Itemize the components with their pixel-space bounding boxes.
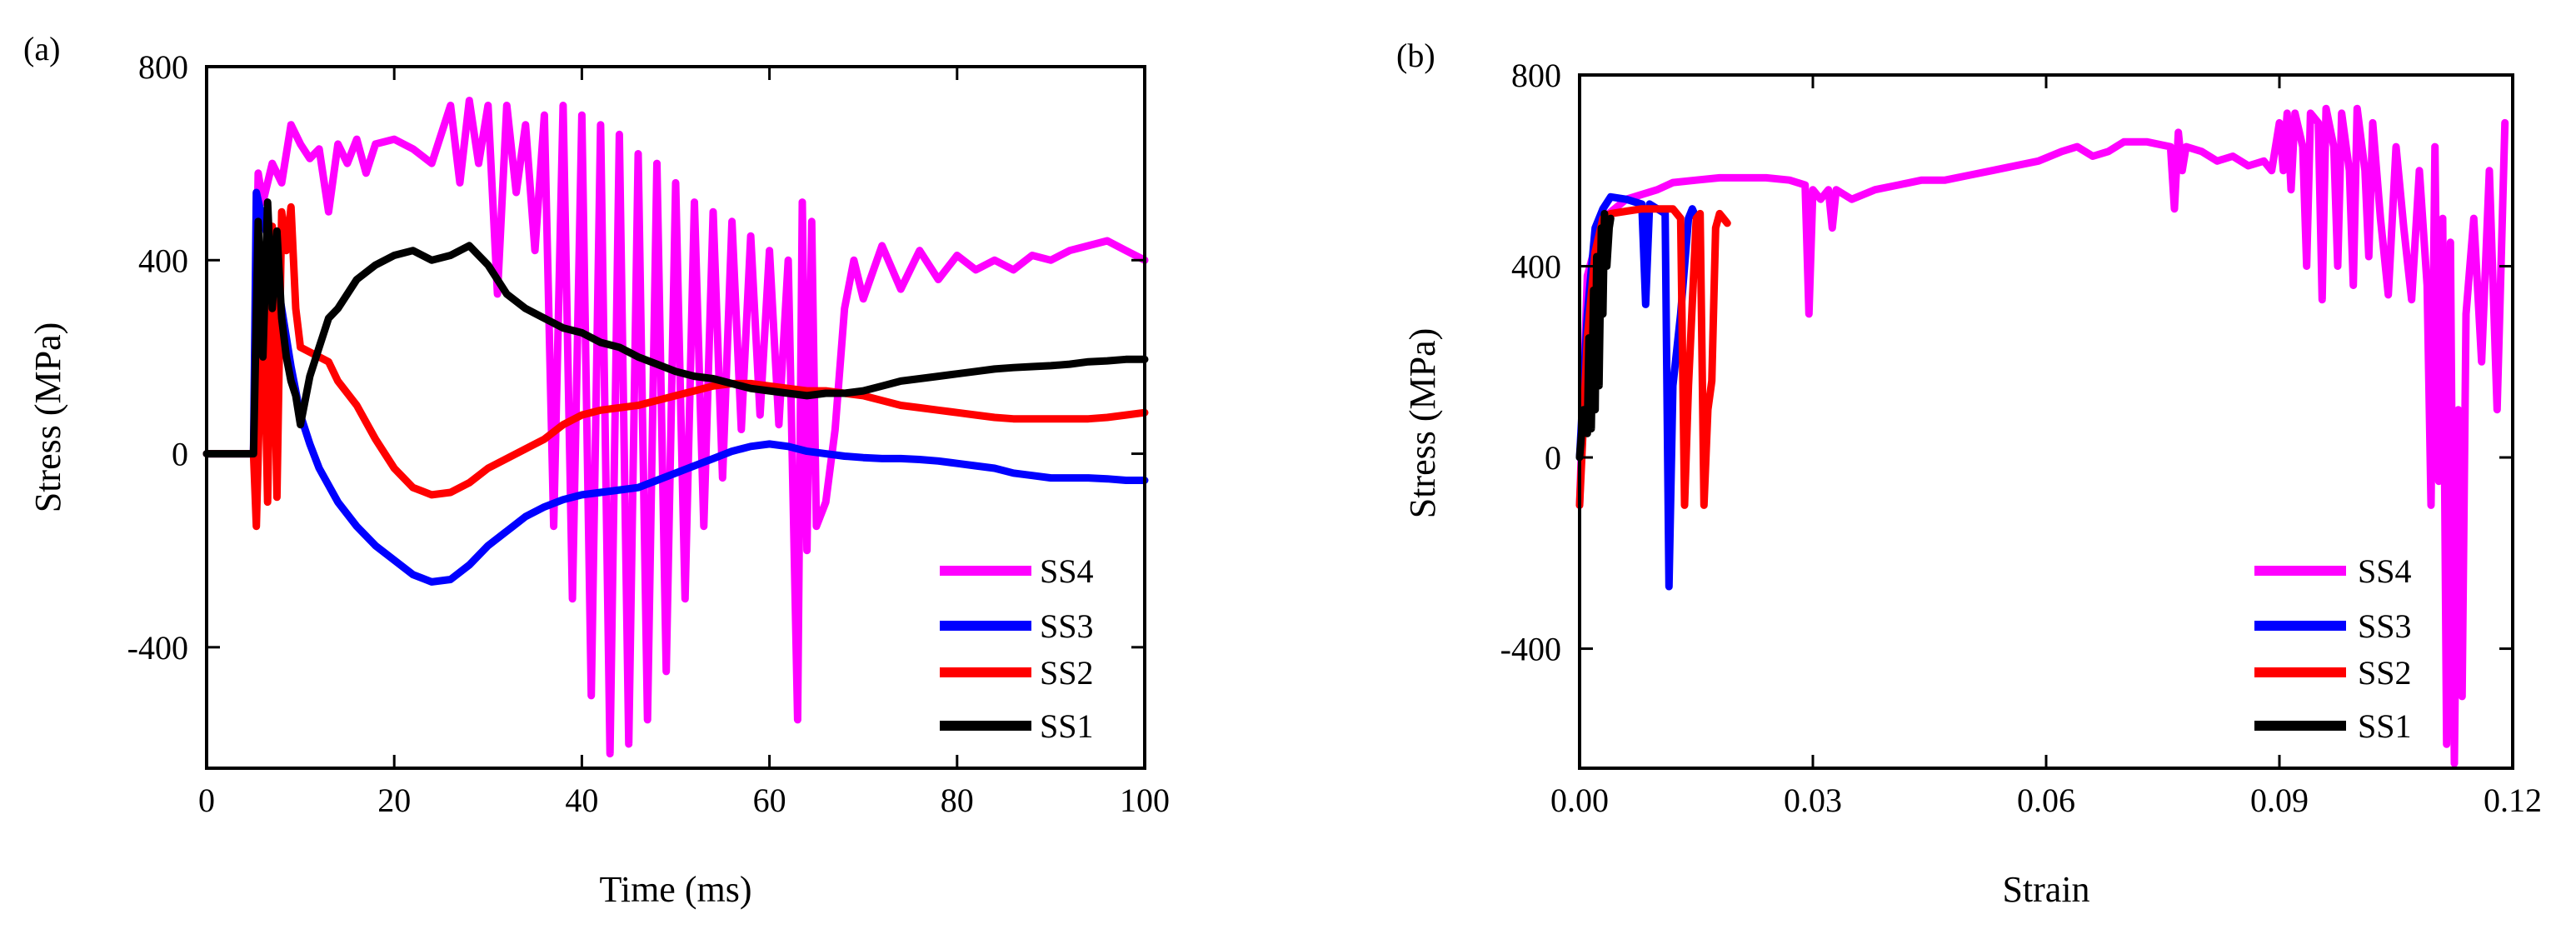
legend-label-ss4: SS4: [1040, 552, 1094, 590]
x-tick-label: 100: [1120, 782, 1170, 819]
panel-a-series-group: [202, 97, 1149, 758]
legend-label-ss4: SS4: [2358, 552, 2412, 590]
series-ss3-line: [202, 188, 1149, 586]
legend-label-ss1: SS1: [1040, 707, 1094, 745]
legend-label-ss1: SS1: [2358, 707, 2412, 745]
y-tick-label: 400: [1511, 248, 1561, 286]
y-tick-label: 0: [1545, 439, 1561, 477]
y-tick-label: 0: [172, 436, 188, 473]
x-tick-label: 0.09: [2250, 782, 2309, 819]
series-ss1-line: [202, 198, 1149, 458]
panel-a-plot-frame: [205, 65, 1146, 770]
panel-a-legend: SS4 SS3 SS2 SS1: [940, 552, 1094, 745]
series-ss1-line: [1575, 209, 1615, 462]
panel-b-label: (b): [1396, 37, 1435, 74]
panel-a-label: (a): [23, 30, 60, 67]
panel-b: (b) 0.00 0.03 0.06 0.09 0.12 -400 0 400 800 Stra…: [1396, 37, 2542, 910]
series-ss2-line: [202, 202, 1149, 531]
legend-label-ss2: SS2: [2358, 654, 2412, 692]
legend-label-ss2: SS2: [1040, 654, 1094, 692]
x-tick-label: 0.12: [2484, 782, 2542, 819]
legend-label-ss3: SS3: [2358, 607, 2412, 645]
y-tick-label: -400: [127, 629, 188, 667]
x-tick-label: 0: [198, 782, 215, 819]
series-ss4-line: [1575, 104, 2509, 767]
panel-b-xlabel: Strain: [2002, 869, 2089, 910]
x-tick-label: 20: [377, 782, 411, 819]
y-tick-label: 400: [138, 242, 188, 279]
panel-b-series-group: [1575, 104, 2509, 767]
panel-b-ylabel: Stress (MPa): [1402, 328, 1443, 519]
panel-b-legend: SS4 SS3 SS2 SS1: [2254, 552, 2412, 745]
x-tick-label: 0.03: [1784, 782, 1842, 819]
panel-a-xlabel: Time (ms): [600, 869, 752, 910]
panel-a-ticks: 0 20 40 60 80 100 -400 0 400 800: [127, 48, 1170, 819]
x-tick-label: 40: [565, 782, 598, 819]
x-tick-label: 0.00: [1550, 782, 1609, 819]
legend-label-ss3: SS3: [1040, 607, 1094, 645]
panel-b-ticks: 0.00 0.03 0.06 0.09 0.12 -400 0 400 800: [1500, 57, 2542, 819]
x-tick-label: 0.06: [2017, 782, 2075, 819]
y-tick-label: 800: [138, 48, 188, 86]
y-tick-label: -400: [1500, 631, 1561, 668]
panel-a: (a) 0 20 40 60 80 100 -400 0 400 800 Time (ms) St…: [23, 30, 1170, 910]
panel-a-ylabel: Stress (MPa): [27, 322, 68, 513]
series-ss4-line: [249, 97, 1149, 758]
x-tick-label: 60: [753, 782, 786, 819]
y-tick-label: 800: [1511, 57, 1561, 94]
x-tick-label: 80: [941, 782, 974, 819]
